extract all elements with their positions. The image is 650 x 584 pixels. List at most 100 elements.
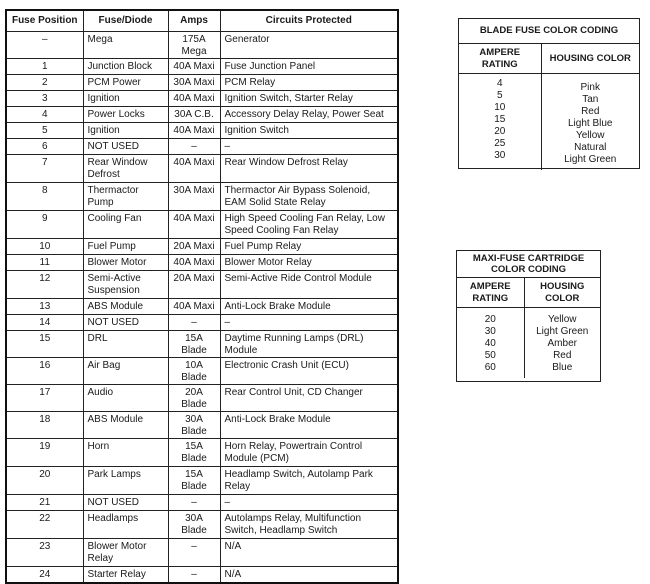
table-row: 5 Ignition 40A Maxi Ignition Switch [5, 122, 399, 139]
fuse-diode-cell: Horn [82, 438, 169, 467]
amps-cell: 30A Blade [167, 510, 221, 539]
fuse-position-cell: 23 [5, 538, 84, 567]
fuse-position-cell: 22 [5, 510, 84, 539]
header-fuse-diode: Fuse/Diode [82, 9, 169, 32]
amps-cell: 30A Maxi [167, 74, 221, 91]
fuse-diode-cell: Air Bag [82, 357, 169, 385]
fuse-position-cell: 15 [5, 330, 84, 358]
circuits-cell: Daytime Running Lamps (DRL) Module [219, 330, 399, 358]
fuse-position-cell: 18 [5, 411, 84, 439]
maxi-title: MAXI-FUSE CARTRIDGE COLOR CODING [457, 251, 600, 278]
fuse-position-table: Fuse Position Fuse/Diode Amps Circuits P… [5, 9, 399, 584]
table-row: 18 ABS Module 30A Blade Anti-Lock Brake Mod… [5, 411, 399, 439]
amps-cell: 40A Maxi [167, 298, 221, 315]
circuits-cell: Anti-Lock Brake Module [219, 411, 399, 439]
amps-cell: 15A Blade [167, 466, 221, 495]
circuits-cell: Accessory Delay Relay, Power Seat [219, 106, 399, 123]
amps-cell: 20A Maxi [167, 270, 221, 299]
fuse-position-cell: 17 [5, 384, 84, 412]
amps-cell: – [167, 494, 221, 511]
fuse-position-cell: 14 [5, 314, 84, 331]
fuse-diode-cell: Ignition [82, 122, 169, 139]
amps-cell: – [167, 566, 221, 584]
table-row: 13 ABS Module 40A Maxi Anti-Lock Brake Modu… [5, 298, 399, 315]
amps-cell: 20A Maxi [167, 238, 221, 255]
fuse-diode-cell: PCM Power [82, 74, 169, 91]
table-row: 20 Park Lamps 15A Blade Headlamp Switch, Au… [5, 466, 399, 495]
header-circuits: Circuits Protected [219, 9, 399, 32]
amps-cell: – [167, 314, 221, 331]
fuse-diode-cell: Park Lamps [82, 466, 169, 495]
header-row: Fuse Position Fuse/Diode Amps Circuits P… [5, 9, 399, 32]
fuse-diode-cell: Blower Motor Relay [82, 538, 169, 567]
maxi-fuse-color-table: MAXI-FUSE CARTRIDGE COLOR CODING AMPERE … [456, 250, 601, 382]
amps-cell: 40A Maxi [167, 254, 221, 271]
amps-cell: 30A Maxi [167, 182, 221, 211]
circuits-cell: N/A [219, 566, 399, 584]
table-row: 12 Semi-Active Suspension 20A Maxi Semi-Act… [5, 270, 399, 299]
table-row: 10 Fuel Pump 20A Maxi Fuel Pump Relay [5, 238, 399, 255]
fuse-position-cell: 1 [5, 58, 84, 75]
circuits-cell: High Speed Cooling Fan Relay, Low Speed … [219, 210, 399, 239]
fuse-diode-cell: NOT USED [82, 314, 169, 331]
table-row: 16 Air Bag 10A Blade Electronic Crash Unit … [5, 357, 399, 385]
fuse-position-cell: 5 [5, 122, 84, 139]
amps-cell: – [167, 538, 221, 567]
circuits-cell: Rear Window Defrost Relay [219, 154, 399, 183]
fuse-position-cell: 10 [5, 238, 84, 255]
amps-cell: 40A Maxi [167, 58, 221, 75]
circuits-cell: Ignition Switch [219, 122, 399, 139]
circuits-cell: Blower Motor Relay [219, 254, 399, 271]
table-row: 14 NOT USED – – [5, 314, 399, 331]
fuse-diode-cell: Semi-Active Suspension [82, 270, 169, 299]
blade-ratings: 4 5 10 15 20 25 30 [459, 73, 542, 170]
fuse-diode-cell: ABS Module [82, 411, 169, 439]
circuits-cell: Generator [219, 31, 399, 59]
fuse-diode-cell: ABS Module [82, 298, 169, 315]
circuits-cell: Headlamp Switch, Autolamp Park Relay [219, 466, 399, 495]
fuse-position-cell: 20 [5, 466, 84, 495]
blade-col-ampere: AMPERE RATING [459, 43, 542, 74]
table-row: 24 Starter Relay – N/A [5, 566, 399, 584]
fuse-diode-cell: Cooling Fan [82, 210, 169, 239]
amps-cell: 10A Blade [167, 357, 221, 385]
fuse-position-cell: 13 [5, 298, 84, 315]
maxi-ratings: 20 30 40 50 60 [457, 307, 525, 378]
table-row: 1 Junction Block 40A Maxi Fuse Junction Pan… [5, 58, 399, 75]
table-row: 11 Blower Motor 40A Maxi Blower Motor Relay [5, 254, 399, 271]
table-row: 7 Rear Window Defrost 40A Maxi Rear Window … [5, 154, 399, 183]
fuse-position-cell: 16 [5, 357, 84, 385]
fuse-diode-cell: Blower Motor [82, 254, 169, 271]
table-row: 3 Ignition 40A Maxi Ignition Switch, Starte… [5, 90, 399, 107]
fuse-diode-cell: Rear Window Defrost [82, 154, 169, 183]
fuse-position-cell: 6 [5, 138, 84, 155]
fuse-position-cell: 21 [5, 494, 84, 511]
circuits-cell: Anti-Lock Brake Module [219, 298, 399, 315]
table-row: 6 NOT USED – – [5, 138, 399, 155]
amps-cell: 15A Blade [167, 438, 221, 467]
table-row: 9 Cooling Fan 40A Maxi High Speed Cooling F… [5, 210, 399, 239]
circuits-cell: – [219, 494, 399, 511]
amps-cell: 30A Blade [167, 411, 221, 439]
fuse-position-cell: 3 [5, 90, 84, 107]
fuse-position-cell: 8 [5, 182, 84, 211]
amps-cell: 40A Maxi [167, 210, 221, 239]
fuse-diode-cell: Starter Relay [82, 566, 169, 584]
fuse-diode-cell: Junction Block [82, 58, 169, 75]
maxi-colors: Yellow Light Green Amber Red Blue [523, 307, 600, 378]
amps-cell: 175A Mega [167, 31, 221, 59]
maxi-col-color: HOUSING COLOR [523, 277, 600, 308]
circuits-cell: Horn Relay, Powertrain Control Module (P… [219, 438, 399, 467]
header-amps: Amps [167, 9, 221, 32]
amps-cell: 20A Blade [167, 384, 221, 412]
fuse-diode-cell: NOT USED [82, 138, 169, 155]
fuse-position-cell: 12 [5, 270, 84, 299]
fuse-diode-cell: NOT USED [82, 494, 169, 511]
circuits-cell: Fuse Junction Panel [219, 58, 399, 75]
amps-cell: 15A Blade [167, 330, 221, 358]
table-row: 8 Thermactor Pump 30A Maxi Thermactor Air B… [5, 182, 399, 211]
maxi-col-ampere: AMPERE RATING [457, 277, 525, 308]
table-row: 17 Audio 20A Blade Rear Control Unit, CD Ch… [5, 384, 399, 412]
circuits-cell: Electronic Crash Unit (ECU) [219, 357, 399, 385]
fuse-diode-cell: DRL [82, 330, 169, 358]
